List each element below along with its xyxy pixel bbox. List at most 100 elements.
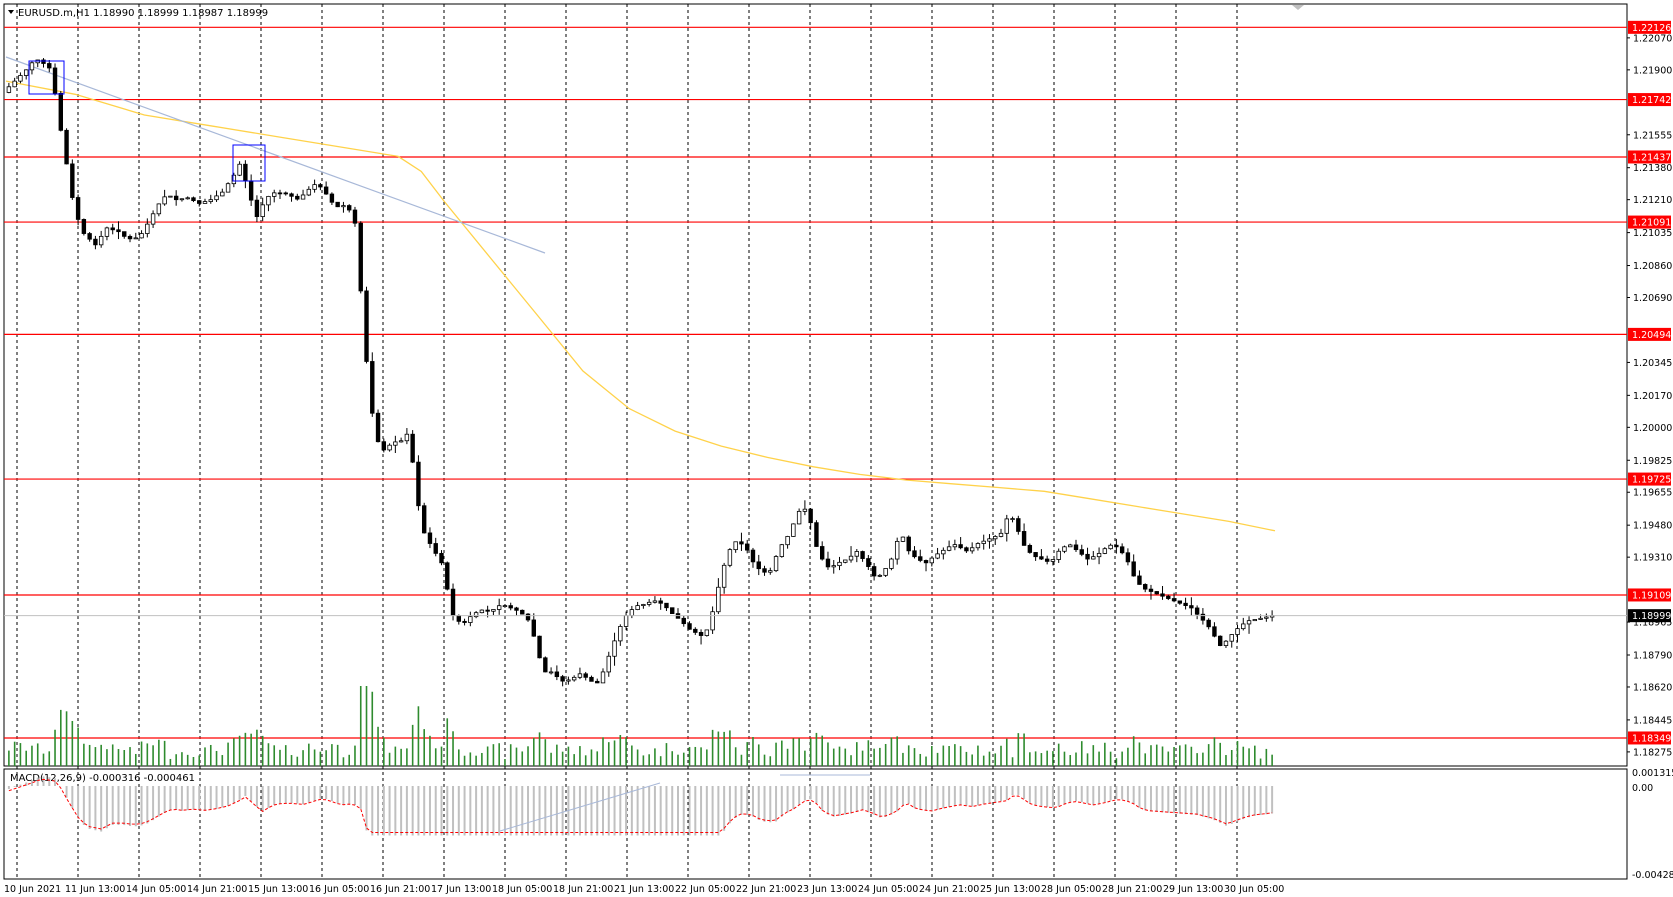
candle-body	[445, 562, 450, 590]
price-axis-label: 1.18790	[1633, 650, 1672, 661]
price-axis-label: 1.19825	[1633, 456, 1672, 467]
level-label: 1.21437	[1632, 152, 1671, 163]
candle-body	[681, 617, 686, 625]
candle-body	[698, 632, 704, 636]
candle-body	[860, 551, 865, 559]
candle-body	[975, 543, 981, 549]
candle-body	[248, 180, 254, 201]
highlight-box-2[interactable]	[232, 144, 266, 182]
candle-body	[693, 628, 698, 633]
price-panel-frame	[3, 3, 1628, 767]
candle-body	[802, 508, 808, 512]
candle-body	[652, 600, 658, 603]
level-label-box	[1628, 150, 1671, 164]
candle-body	[1264, 616, 1269, 619]
candle-body	[894, 540, 900, 560]
candle-body	[958, 544, 963, 549]
candle-body	[606, 655, 611, 673]
candle-body	[1183, 602, 1188, 607]
candle-body	[1079, 549, 1084, 555]
candle-body	[525, 613, 531, 621]
level-label-box	[1628, 93, 1671, 107]
level-label-box	[1628, 588, 1671, 602]
candle-body	[81, 219, 87, 234]
candle-body	[168, 195, 173, 198]
candle-body	[1189, 605, 1194, 609]
candle-body	[1218, 635, 1223, 646]
candle-body	[814, 522, 819, 547]
candle-body	[231, 174, 237, 185]
candle-body	[837, 561, 842, 567]
candle-body	[214, 195, 219, 201]
candle-body	[1206, 619, 1211, 628]
level-label-box	[1628, 731, 1671, 745]
candle-body	[854, 551, 860, 557]
candle-body	[571, 676, 577, 681]
candle-body	[866, 558, 871, 567]
candle-body	[1246, 620, 1252, 625]
time-axis-label: 16 Jun 21:00	[370, 884, 430, 895]
candle-body	[52, 67, 58, 94]
time-axis: 10 Jun 2021 11 Jun 13:00 14 Jun 05:00 14 Ju…	[4, 884, 1284, 895]
candle-body	[352, 209, 358, 224]
time-axis-label: 18 Jun 21:00	[553, 884, 613, 895]
candle-body	[185, 197, 190, 200]
candle-body	[502, 605, 508, 608]
candle-body	[796, 510, 802, 525]
candle-body	[1177, 600, 1183, 604]
candle-body	[745, 543, 750, 551]
time-axis-label: 28 Jun 05:00	[1041, 884, 1101, 895]
level-price-labels: 1.22126 1.21742 1.21437 1.21091 1.20494 1.197…	[1628, 20, 1671, 745]
candle-body	[127, 235, 133, 240]
price-axis-label: 1.20170	[1633, 391, 1672, 402]
candle-body	[1229, 634, 1234, 642]
candle-body	[981, 540, 986, 544]
candle-body	[1027, 544, 1033, 553]
highlight-box-1[interactable]	[28, 60, 65, 95]
candle-body	[491, 609, 496, 612]
macd-trendline-1[interactable]	[499, 782, 661, 832]
symbol-menu-icon[interactable]	[8, 10, 14, 14]
candle-body	[1016, 518, 1021, 532]
candle-body	[964, 547, 969, 552]
candle-body	[254, 199, 260, 218]
candle-body	[162, 196, 167, 205]
candle-body	[595, 680, 600, 684]
candle-body	[1171, 598, 1177, 602]
candle-body	[1166, 595, 1171, 599]
candle-body	[843, 559, 848, 563]
candle-body	[64, 129, 69, 165]
candle-body	[237, 163, 242, 176]
candle-body	[468, 616, 473, 623]
candle-body	[733, 541, 738, 551]
shift-marker-icon[interactable]	[1292, 5, 1304, 10]
candle-body	[122, 231, 127, 237]
macd-scale-zero: 0.00	[1632, 783, 1653, 794]
candle-body	[306, 188, 312, 196]
candle-body	[318, 184, 323, 188]
candle-body	[514, 607, 519, 611]
trendline-upper[interactable]	[5, 56, 546, 254]
candle-body	[208, 199, 213, 202]
price-axis-label: 1.18445	[1633, 715, 1672, 726]
candle-body	[1102, 548, 1108, 554]
candle-body	[173, 195, 179, 201]
symbol-info: EURUSD.m,H1 1.18990 1.18999 1.18987 1.18…	[18, 8, 268, 19]
candle-body	[1125, 552, 1131, 563]
candle-body	[946, 546, 952, 551]
candle-body	[1068, 544, 1073, 548]
candle-body	[716, 586, 721, 613]
candle-body	[1108, 544, 1113, 550]
candle-body	[612, 640, 617, 657]
candle-body	[791, 523, 796, 537]
time-axis-label: 30 Jun 05:00	[1224, 884, 1284, 895]
candle-body	[1212, 626, 1217, 637]
candle-body	[1039, 556, 1044, 560]
candle-body	[75, 197, 81, 220]
horizontal-levels	[4, 26, 1627, 739]
candle-body	[12, 80, 17, 88]
level-label: 1.21091	[1632, 218, 1671, 229]
candle-body	[110, 227, 115, 231]
